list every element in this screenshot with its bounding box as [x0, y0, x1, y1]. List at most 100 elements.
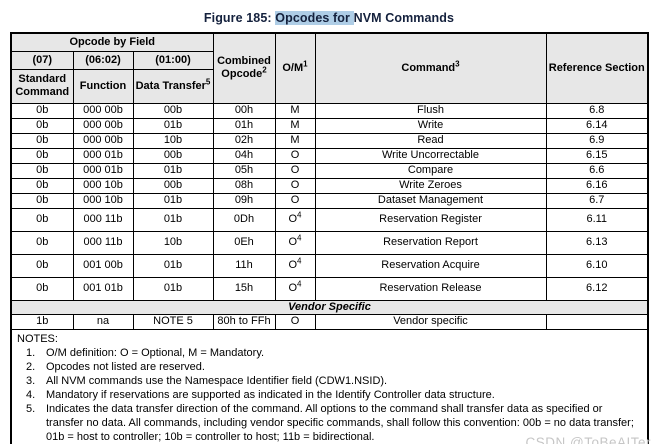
cell-combined-opcode: 01h: [212, 117, 276, 134]
header-row-group: Opcode by Field Combined Opcode2 O/M1 Co…: [10, 32, 649, 104]
cell-om: O4: [274, 276, 316, 301]
cell-om: O4: [274, 253, 316, 278]
cell-om: O: [274, 147, 316, 164]
cell-standard-command: 0b: [10, 276, 74, 301]
cell-function: 000 00b: [72, 132, 134, 149]
table-row: 0b 000 01b 01b 05h O Compare 6.6: [10, 162, 649, 179]
cell-data-transfer: 10b: [132, 132, 214, 149]
col-header-reference-section: Reference Section: [545, 32, 649, 104]
col-header-bit-07: (07): [10, 50, 74, 70]
note-item: 5. Indicates the data transfer direction…: [26, 402, 634, 443]
cell-command: Reservation Acquire: [314, 253, 547, 278]
cell-om: M: [274, 132, 316, 149]
cell-command: Write Uncorrectable: [314, 147, 547, 164]
cell-standard-command: 0b: [10, 192, 74, 209]
col-header-om: O/M1: [274, 32, 316, 104]
cell-combined-opcode: 05h: [212, 162, 276, 179]
cell-data-transfer: 01b: [132, 276, 214, 301]
col-header-command: Command3: [314, 32, 547, 104]
cell-standard-command: 0b: [10, 253, 74, 278]
notes-section: NOTES: 1. O/M definition: O = Optional, …: [10, 328, 649, 444]
cell-command: Read: [314, 132, 547, 149]
cell-reference: 6.13: [545, 230, 649, 255]
note-item: 1. O/M definition: O = Optional, M = Man…: [26, 346, 265, 359]
cell-combined-opcode: 04h: [212, 147, 276, 164]
cell-om: O4: [274, 207, 316, 232]
cell-command: Reservation Report: [314, 230, 547, 255]
cell-data-transfer: 01b: [132, 117, 214, 134]
cell-data-transfer: 00b: [132, 177, 214, 194]
table-row: 0b 001 00b 01b 11h O4 Reservation Acquir…: [10, 253, 649, 278]
table-row: 0b 000 01b 00b 04h O Write Uncorrectable…: [10, 147, 649, 164]
col-header-data-transfer: Data Transfer5: [132, 68, 214, 104]
cell-data-transfer: 01b: [132, 207, 214, 232]
cell-data-transfer: 00b: [132, 102, 214, 119]
cell-standard-command: 0b: [10, 117, 74, 134]
cell-standard-command: 0b: [10, 147, 74, 164]
cell-command: Write: [314, 117, 547, 134]
cell-reference: 6.7: [545, 192, 649, 209]
cell-standard-command: 0b: [10, 177, 74, 194]
cell-data-transfer: NOTE 5: [132, 313, 214, 330]
table-row: 0b 000 10b 01b 09h O Dataset Management …: [10, 192, 649, 209]
cell-command: Reservation Register: [314, 207, 547, 232]
cell-om: O: [274, 192, 316, 209]
cell-reference: 6.15: [545, 147, 649, 164]
col-header-bit-06-02: (06:02): [72, 50, 134, 70]
cell-combined-opcode: 11h: [212, 253, 276, 278]
cell-reference: 6.8: [545, 102, 649, 119]
vendor-specific-band: Vendor Specific: [10, 299, 649, 315]
figure-title-selection-highlight: Opcodes for: [275, 11, 354, 25]
cell-standard-command: 0b: [10, 162, 74, 179]
cell-combined-opcode: 00h: [212, 102, 276, 119]
cell-data-transfer: 10b: [132, 230, 214, 255]
cell-function: 000 01b: [72, 147, 134, 164]
cell-data-transfer: 01b: [132, 253, 214, 278]
cell-function: 001 01b: [72, 276, 134, 301]
cell-combined-opcode: 80h to FFh: [212, 313, 276, 330]
cell-command: Compare: [314, 162, 547, 179]
cell-data-transfer: 01b: [132, 192, 214, 209]
col-header-combined-opcode: Combined Opcode2: [212, 32, 276, 104]
cell-om: O: [274, 162, 316, 179]
cell-function: 000 10b: [72, 177, 134, 194]
figure-title-prefix: Figure 185:: [203, 11, 276, 25]
cell-reference: 6.6: [545, 162, 649, 179]
cell-reference: [545, 313, 649, 330]
cell-combined-opcode: 0Dh: [212, 207, 276, 232]
cell-combined-opcode: 15h: [212, 276, 276, 301]
cell-om: O: [274, 313, 316, 330]
col-header-standard-command: Standard Command: [10, 68, 74, 104]
cell-reference: 6.11: [545, 207, 649, 232]
note-item: 3. All NVM commands use the Namespace Id…: [26, 374, 388, 387]
csdn-watermark: CSDN @ToBeAITer: [525, 435, 651, 444]
cell-data-transfer: 01b: [132, 162, 214, 179]
figure-title: Figure 185: Opcodes for NVM Commands: [0, 11, 658, 25]
cell-function: 000 01b: [72, 162, 134, 179]
cell-function: 000 00b: [72, 102, 134, 119]
cell-combined-opcode: 09h: [212, 192, 276, 209]
cell-reference: 6.14: [545, 117, 649, 134]
cell-combined-opcode: 08h: [212, 177, 276, 194]
cell-function: 001 00b: [72, 253, 134, 278]
notes-title: NOTES:: [17, 332, 58, 345]
cell-om: M: [274, 117, 316, 134]
figure-title-suffix: NVM Commands: [353, 11, 455, 25]
note-item: 4. Mandatory if reservations are support…: [26, 388, 495, 401]
vendor-specific-band-label: Vendor Specific: [10, 299, 649, 315]
cell-om: M: [274, 102, 316, 119]
cell-om: O4: [274, 230, 316, 255]
cell-data-transfer: 00b: [132, 147, 214, 164]
table-row: 0b 000 11b 10b 0Eh O4 Reservation Report…: [10, 230, 649, 255]
cell-reference: 6.16: [545, 177, 649, 194]
cell-reference: 6.9: [545, 132, 649, 149]
cell-standard-command: 0b: [10, 102, 74, 119]
table-row: 0b 000 10b 00b 08h O Write Zeroes 6.16: [10, 177, 649, 194]
col-header-opcode-by-field: Opcode by Field: [10, 32, 214, 52]
header-row-bits: (07) (06:02) (01:00): [10, 50, 648, 70]
notes-row: NOTES: 1. O/M definition: O = Optional, …: [10, 328, 649, 444]
cell-standard-command: 0b: [10, 230, 74, 255]
cell-function: 000 10b: [72, 192, 134, 209]
cell-combined-opcode: 0Eh: [212, 230, 276, 255]
cell-function: 000 11b: [72, 207, 134, 232]
